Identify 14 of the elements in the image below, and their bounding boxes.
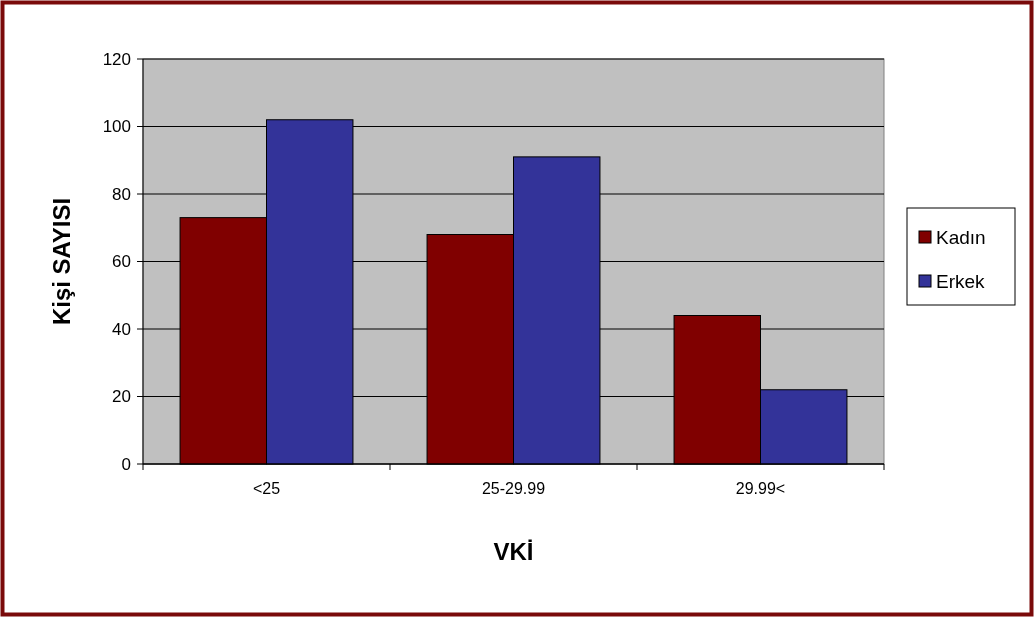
y-tick-label: 60 — [112, 252, 131, 272]
x-axis-title: VKİ — [493, 538, 534, 565]
y-axis-title: Kişi SAYISI — [48, 197, 75, 326]
y-tick-label: 100 — [102, 117, 131, 137]
legend-label: Erkek — [936, 270, 986, 292]
y-tick-label: 80 — [112, 184, 131, 204]
x-tick-label: 29.99< — [735, 480, 786, 497]
x-tick-label: <25 — [252, 480, 281, 497]
y-tick-label: 120 — [102, 49, 131, 69]
x-tick-label: 25-29.99 — [481, 480, 546, 497]
y-tick-label: 40 — [112, 319, 131, 339]
y-tick-label: 20 — [112, 387, 131, 407]
legend-label: Kadın — [936, 226, 986, 248]
y-tick-label: 0 — [121, 454, 131, 474]
